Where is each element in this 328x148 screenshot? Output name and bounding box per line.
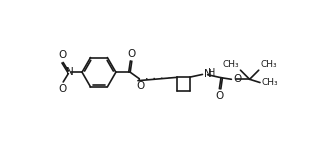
Text: CH₃: CH₃: [260, 60, 277, 69]
Text: N: N: [66, 67, 73, 77]
Text: O: O: [128, 49, 136, 59]
Text: CH₃: CH₃: [223, 60, 239, 69]
Text: O: O: [233, 74, 242, 84]
Text: O: O: [59, 50, 67, 60]
Text: CH₃: CH₃: [261, 78, 278, 87]
Text: O: O: [215, 91, 223, 101]
Text: O: O: [136, 81, 145, 91]
Text: N: N: [204, 69, 212, 79]
Text: H: H: [208, 68, 215, 78]
Text: O: O: [59, 84, 67, 94]
